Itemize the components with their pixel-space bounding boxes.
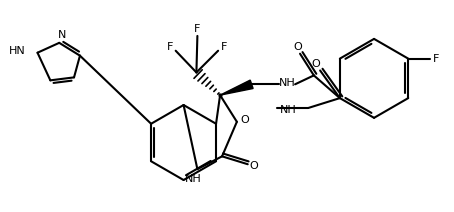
Text: F: F [433,54,439,64]
Text: NH: NH [280,105,296,115]
Text: HN: HN [9,46,26,56]
Text: NH: NH [185,174,202,184]
Text: F: F [167,42,173,52]
Polygon shape [220,80,253,95]
Text: F: F [194,24,201,34]
Text: N: N [58,30,66,40]
Text: O: O [312,59,321,68]
Text: F: F [221,42,227,52]
Text: NH: NH [279,78,296,88]
Text: O: O [294,42,302,52]
Text: O: O [240,115,249,125]
Text: O: O [249,161,258,171]
